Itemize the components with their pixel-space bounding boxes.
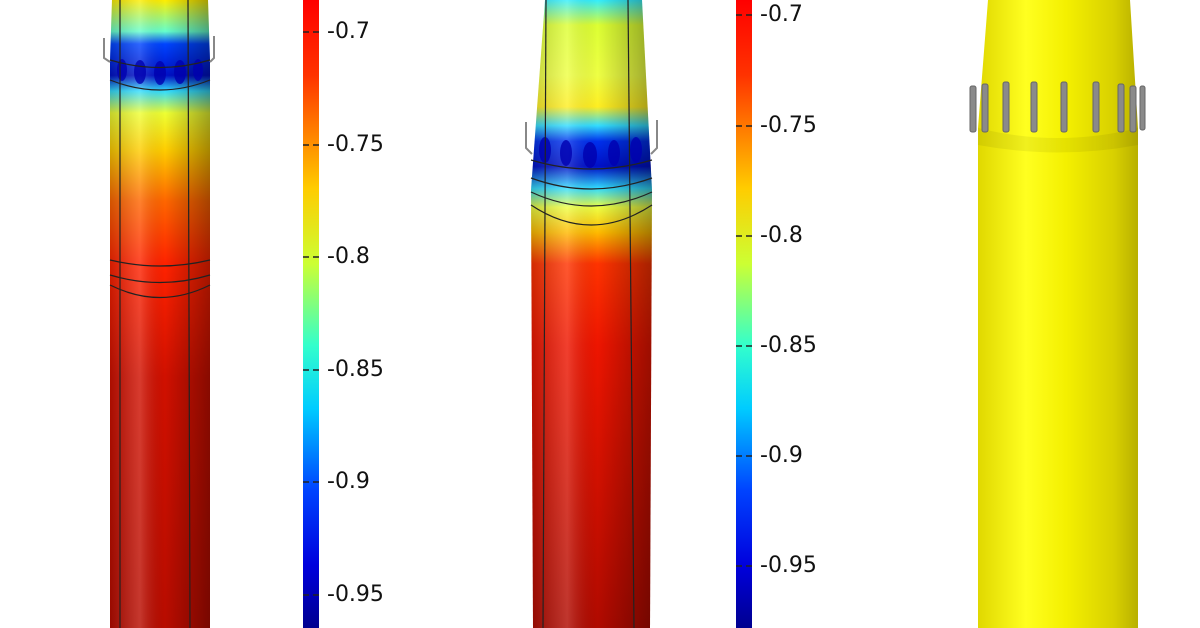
colorbar-2 [736,0,752,628]
colorbar-2-tick: -0.85 [760,333,817,358]
pressure-field-cylinder-2 [525,0,658,628]
colorbar-1-tick: -0.8 [327,244,370,269]
colorbar-1-tick: -0.75 [327,132,384,157]
colorbar-2-tick: -0.8 [760,223,803,248]
geometry-cylinder-with-fins [969,0,1146,628]
colorbar-1-tick: -0.7 [327,19,370,44]
fins [969,81,1146,133]
colorbar-2-tick: -0.95 [760,553,817,578]
colorbar-1 [303,0,319,628]
colorbar-2-tick: -0.75 [760,113,817,138]
colorbar-2-tick: -0.7 [760,2,803,27]
pressure-field-cylinder-1 [103,0,215,628]
colorbar-2-tick: -0.9 [760,443,803,468]
colorbar-1-tick: -0.85 [327,357,384,382]
colorbar-1-tick: -0.9 [327,469,370,494]
colorbar-1-tick: -0.95 [327,582,384,607]
